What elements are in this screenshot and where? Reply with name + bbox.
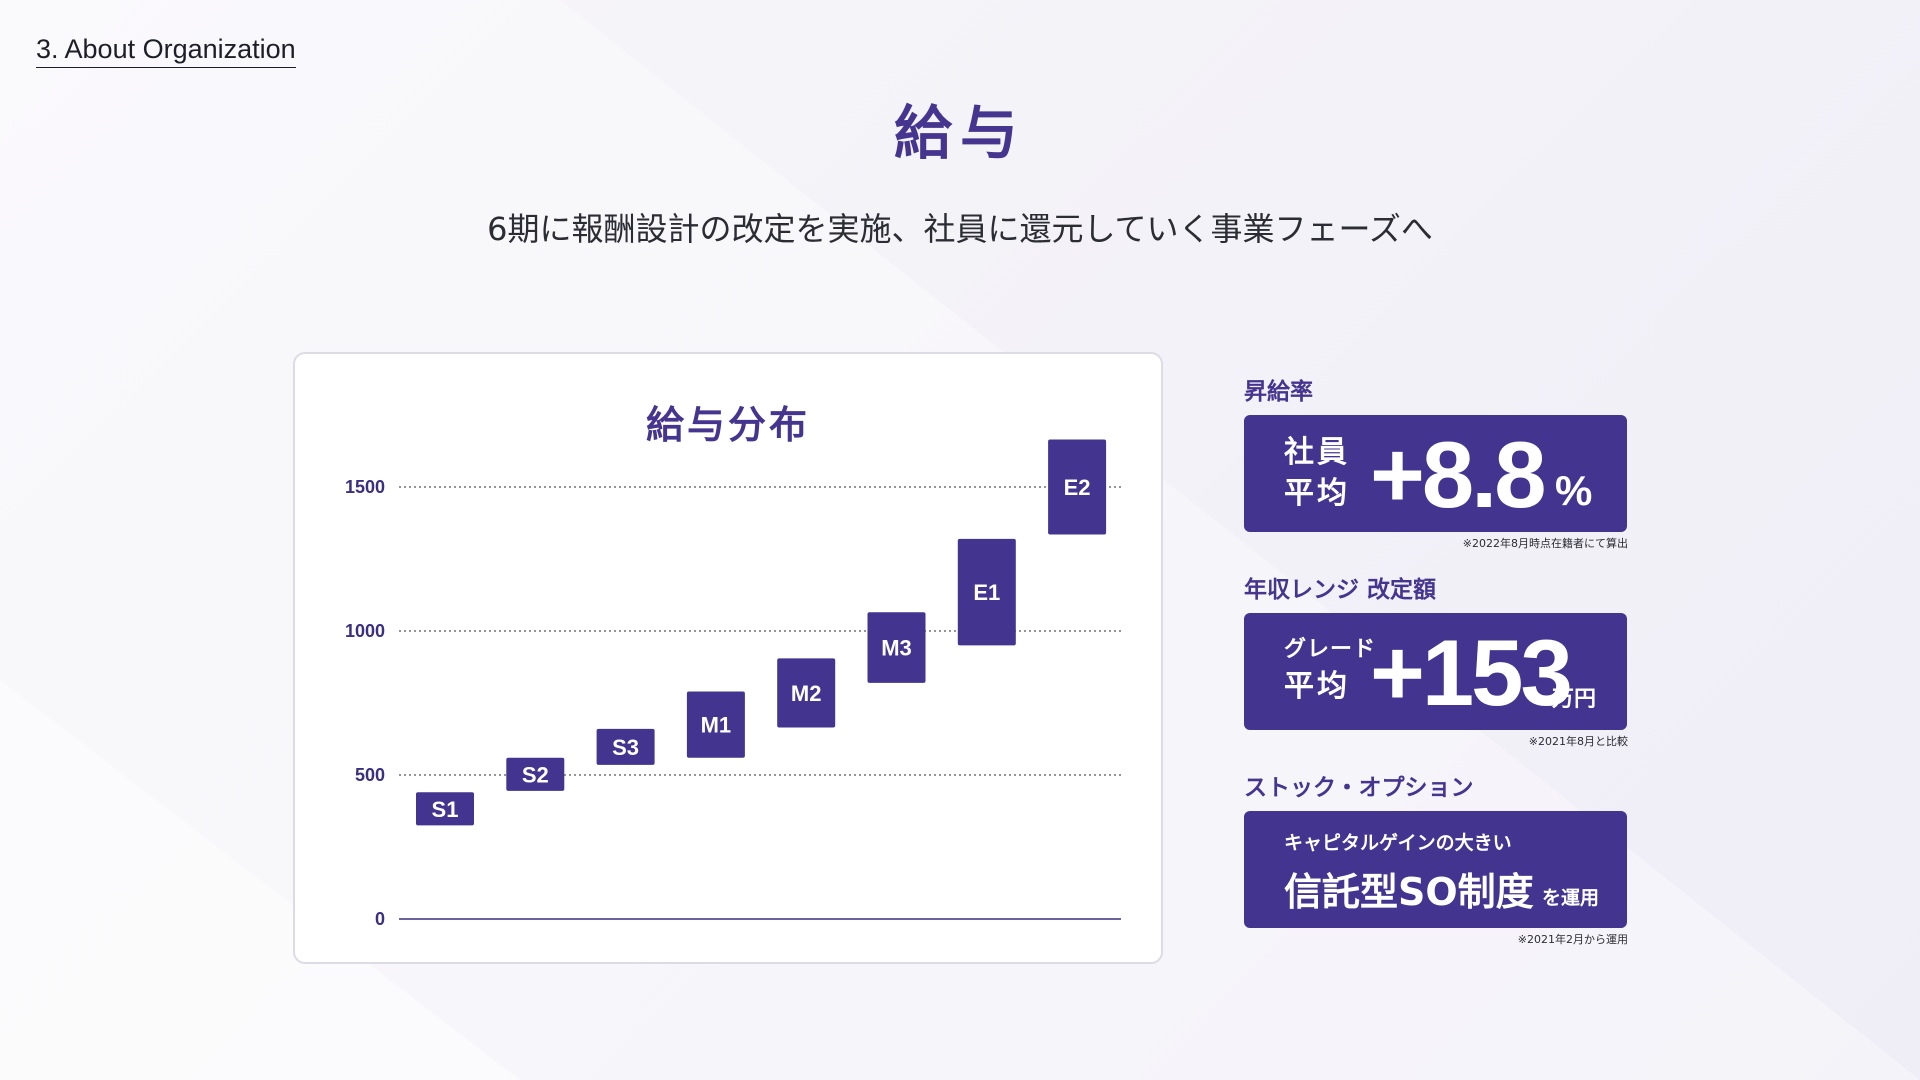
y-tick-label-0: 0 — [375, 909, 385, 929]
page-subtitle: 6期に報酬設計の改定を実施、社員に還元していく事業フェーズへ — [487, 210, 1433, 248]
bar-m2 — [777, 658, 836, 728]
bar-s2 — [506, 757, 565, 791]
salary-range-unit: 万円 — [1552, 687, 1597, 712]
salary-range-label-line2: 平均 — [1284, 669, 1350, 704]
bar-label-m2: M2 — [791, 681, 822, 706]
raise-rate-label: 社員 平均 — [1284, 433, 1350, 514]
salary-distribution-chart-card: 給与分布 0 500 1000 1500 S1 S2 S3 M1 M2 M3 E1 E2 — [293, 352, 1163, 964]
bar-label-s3: S3 — [612, 735, 639, 760]
bar-label-s2: S2 — [522, 762, 549, 787]
bar-s1 — [416, 792, 474, 826]
stock-option-card: キャピタルゲインの大きい 信託型SO制度 を運用 — [1244, 811, 1627, 928]
bar-e1 — [957, 538, 1016, 646]
stock-option-note: ※2021年2月から運用 — [1517, 933, 1628, 946]
stock-option-line-top: キャピタルゲインの大きい — [1284, 832, 1512, 854]
y-tick-label-500: 500 — [355, 765, 385, 785]
salary-range-value: +153 — [1370, 620, 1573, 725]
raise-rate-label-line2: 平均 — [1284, 475, 1350, 511]
raise-rate-value: +8.8 — [1370, 422, 1547, 527]
page-title: 給与 — [893, 99, 1026, 167]
raise-rate-card: 社員 平均 +8.8 % — [1244, 415, 1627, 532]
bar-e2 — [1048, 439, 1107, 535]
salary-range-heading: 年収レンジ 改定額 — [1244, 577, 1437, 603]
bar-s3 — [596, 728, 655, 765]
salary-range-card: グレード 平均 +153 万円 — [1244, 613, 1627, 730]
raise-rate-heading: 昇給率 — [1244, 379, 1313, 405]
bar-label-s1: S1 — [432, 797, 459, 822]
stock-option-main: 信託型SO制度 — [1284, 870, 1534, 914]
stock-option-suffix: を運用 — [1542, 887, 1600, 909]
y-tick-label-1500: 1500 — [345, 477, 385, 497]
bar-label-m3: M3 — [881, 636, 912, 661]
raise-rate-unit: % — [1555, 467, 1593, 514]
bar-m1 — [686, 691, 745, 758]
salary-distribution-chart: 0 500 1000 1500 S1 S2 S3 M1 M2 M3 E1 E2 — [345, 439, 1121, 929]
bar-m3 — [867, 612, 926, 683]
raise-rate-note: ※2022年8月時点在籍者にて算出 — [1462, 537, 1628, 550]
bar-label-m1: M1 — [701, 713, 732, 738]
y-tick-label-1000: 1000 — [345, 621, 385, 641]
salary-range-note: ※2021年8月と比較 — [1528, 735, 1628, 748]
raise-rate-label-line1: 社員 — [1284, 435, 1350, 470]
chart-title: 給与分布 — [645, 403, 810, 447]
section-label: 3. About Organization — [36, 34, 296, 68]
bar-label-e1: E1 — [973, 580, 1000, 605]
bar-label-e2: E2 — [1064, 475, 1091, 500]
stock-option-heading: ストック・オプション — [1244, 775, 1474, 801]
salary-range-label-line1: グレード — [1284, 637, 1377, 662]
